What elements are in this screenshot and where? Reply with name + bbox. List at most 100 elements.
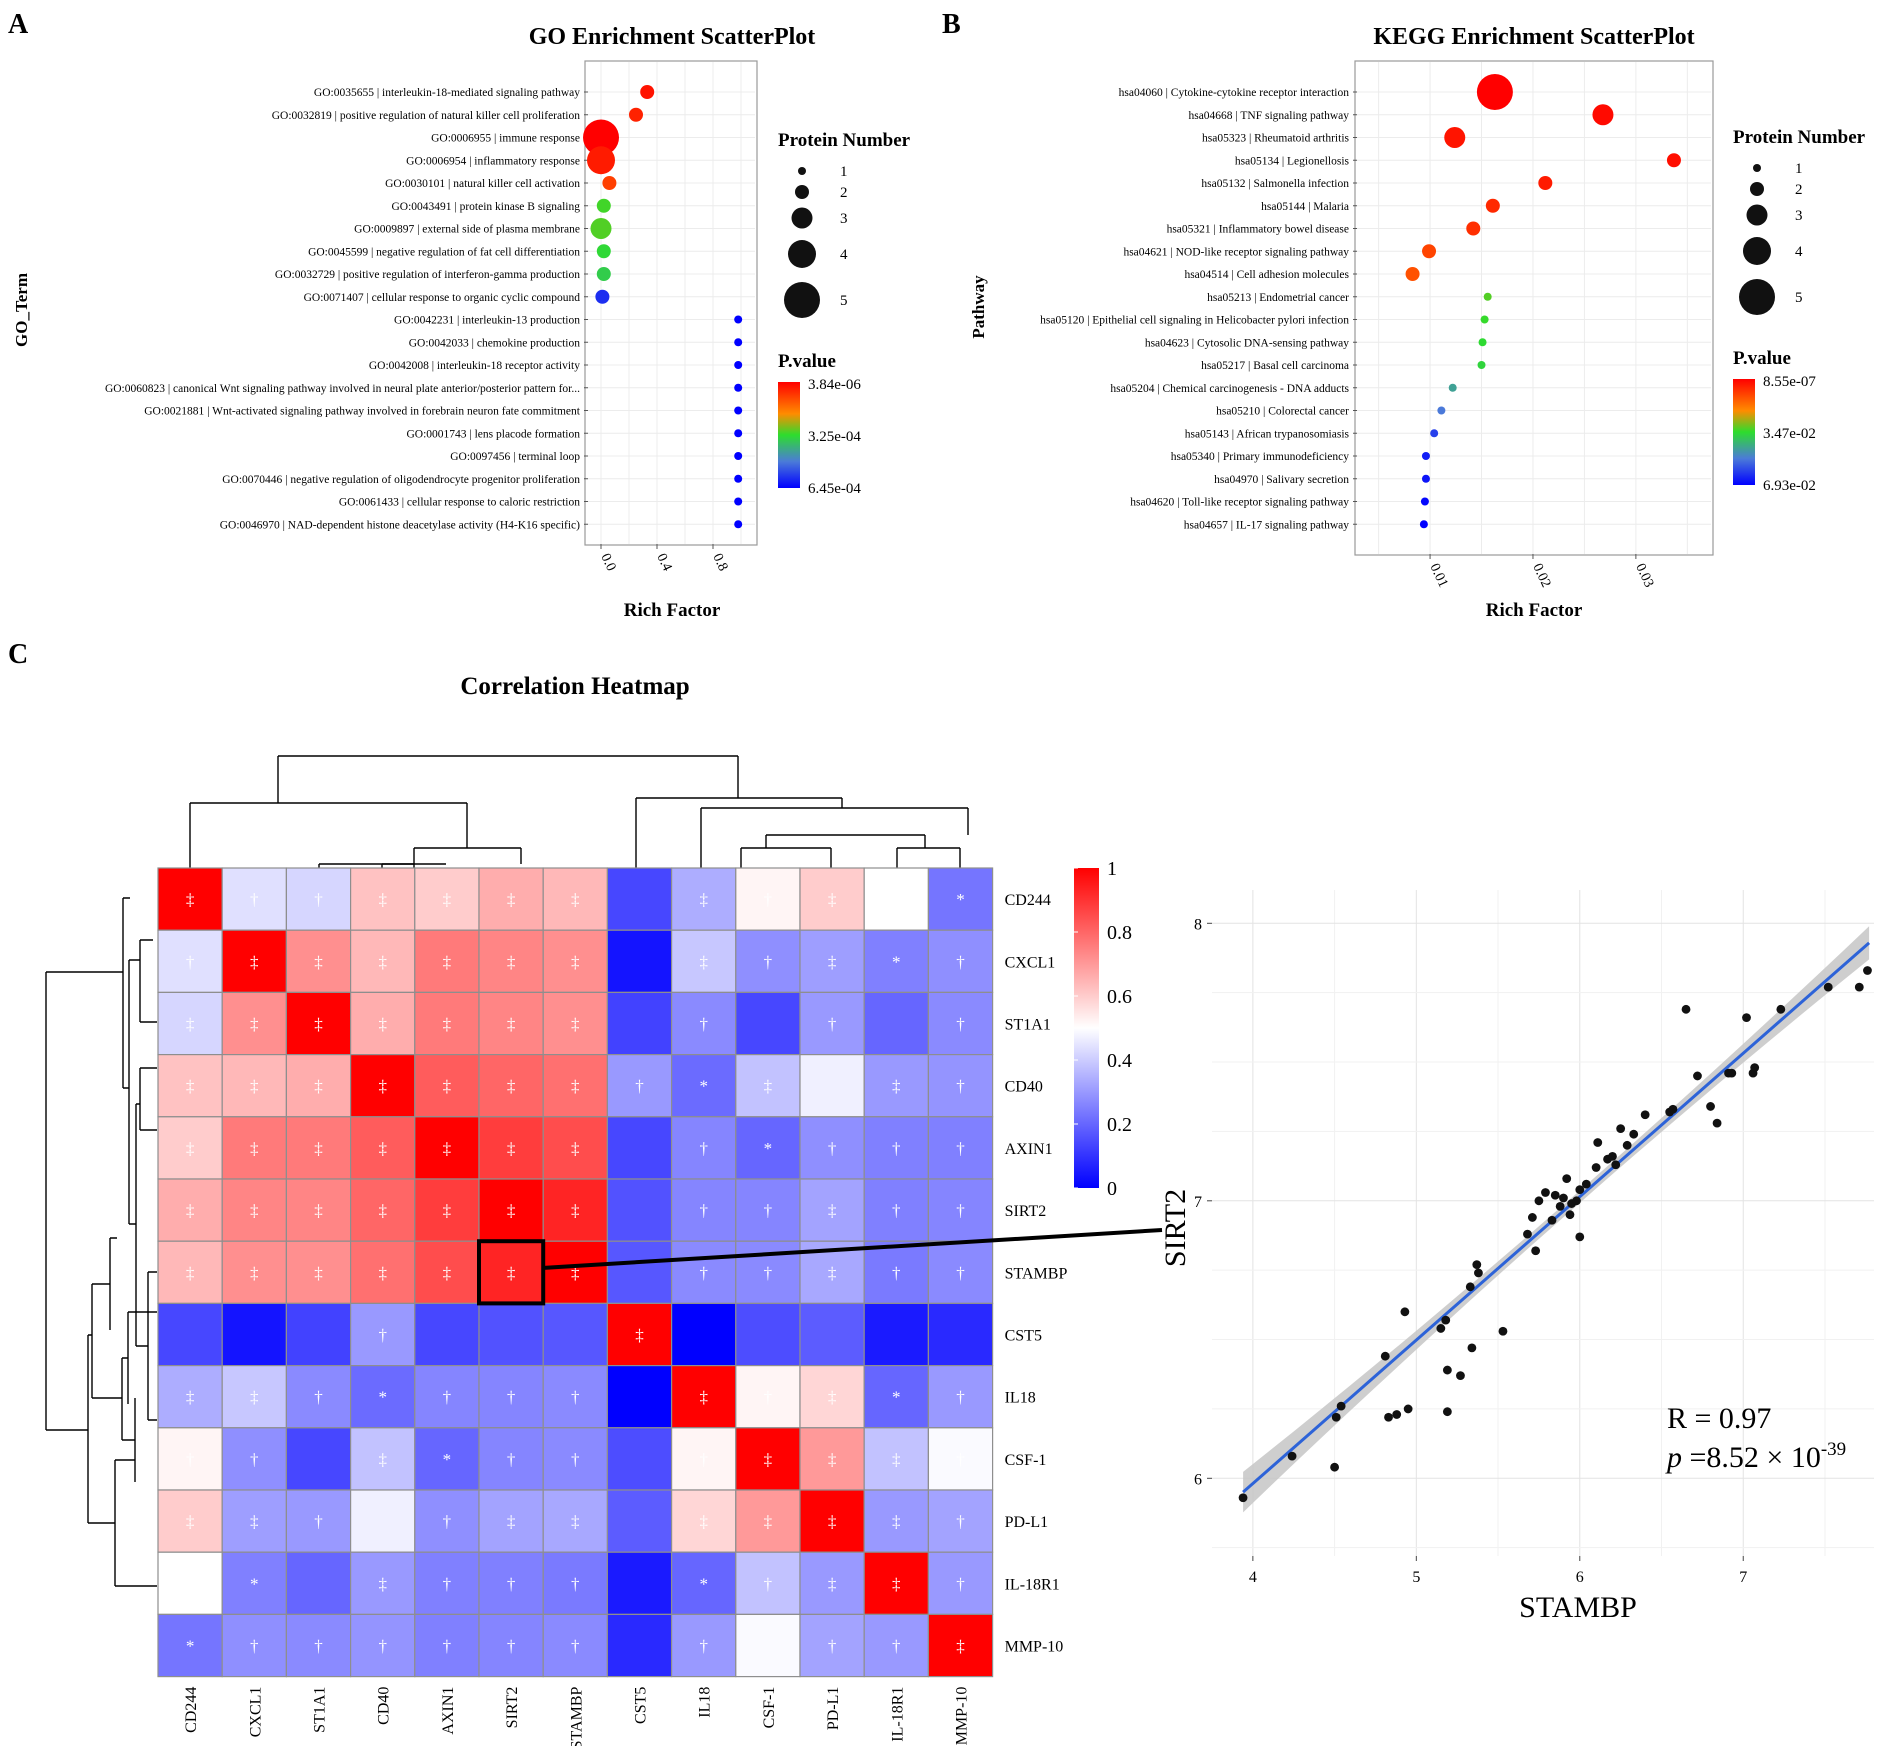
kegg-term-label: hsa05120 | Epithelial cell signaling in … xyxy=(1040,315,1349,327)
heatmap-cell xyxy=(350,1613,416,1678)
heatmap-significance-mark: * xyxy=(186,1637,195,1656)
corr-x-tick-label: 5 xyxy=(1412,1569,1420,1586)
heatmap-significance-mark: † xyxy=(956,1574,965,1593)
heatmap-significance-mark: ‡ xyxy=(443,1015,452,1034)
heatmap-significance-mark: ‡ xyxy=(571,952,580,971)
go-x-tick-label: 0.8 xyxy=(709,551,730,573)
heatmap-cell xyxy=(606,929,673,994)
kegg-point xyxy=(1480,315,1489,324)
corr-point xyxy=(1581,1179,1591,1189)
corr-point xyxy=(1742,1013,1751,1023)
panel-label-a: A xyxy=(8,9,29,40)
heatmap-significance-mark: * xyxy=(250,1574,259,1593)
corr-p-value: =8.52 × 10 xyxy=(1682,1441,1821,1474)
go-color-label-2: 6.45e-04 xyxy=(808,481,861,497)
heatmap-significance-mark: ‡ xyxy=(571,1015,580,1034)
heatmap-cell xyxy=(735,1302,801,1367)
heatmap-significance-mark: ‡ xyxy=(186,1077,195,1096)
heatmap-cell xyxy=(542,1240,609,1304)
corr-point xyxy=(1541,1188,1550,1197)
heatmap-significance-mark: † xyxy=(956,1388,965,1407)
heatmap-significance-mark: * xyxy=(443,1450,452,1469)
go-point xyxy=(596,244,611,259)
heatmap-cell xyxy=(670,1489,737,1553)
heatmap-cell xyxy=(157,1551,223,1615)
heatmap-significance-mark: † xyxy=(186,1450,195,1469)
heatmap-cell xyxy=(542,1364,609,1429)
heatmap-significance-mark: ‡ xyxy=(571,1512,580,1531)
heatmap-significance-mark: † xyxy=(443,1574,452,1593)
heatmap-colorbar-label: 0.8 xyxy=(1107,922,1132,944)
kegg-term-label: hsa05144 | Malaria xyxy=(1261,201,1349,213)
heatmap-significance-mark: † xyxy=(699,1201,708,1220)
corr-point xyxy=(1474,1268,1483,1278)
heatmap-cell xyxy=(606,1427,673,1491)
kegg-term-label: hsa05213 | Endometrial cancer xyxy=(1207,292,1349,304)
go-term-label: GO:0070446 | negative regulation of olig… xyxy=(222,474,580,486)
kegg-point xyxy=(1405,267,1420,281)
corr-x-tick-label: 4 xyxy=(1249,1569,1257,1586)
go-term-label: GO:0032819 | positive regulation of natu… xyxy=(272,110,580,122)
heatmap-cell xyxy=(157,1364,223,1429)
heatmap-significance-mark: † xyxy=(635,1077,644,1096)
heatmap-row-label: CSF-1 xyxy=(1005,1452,1047,1469)
heatmap-significance-mark: † xyxy=(507,1637,516,1656)
corr-point xyxy=(1863,966,1872,975)
kegg-term-label: hsa04514 | Cell adhesion molecules xyxy=(1184,269,1349,281)
go-point xyxy=(595,289,610,304)
corr-point xyxy=(1380,1351,1390,1361)
heatmap-significance-mark: ‡ xyxy=(443,1077,452,1096)
heatmap-cell xyxy=(735,1364,801,1429)
kegg-color-label-2: 6.93e-02 xyxy=(1763,478,1816,494)
corr-point xyxy=(1456,1371,1465,1381)
heatmap-cell xyxy=(799,1302,865,1367)
heatmap-cell xyxy=(478,1240,544,1304)
heatmap-significance-mark: ‡ xyxy=(378,1201,387,1220)
heatmap-cell xyxy=(799,867,865,931)
heatmap-col-label: CD40 xyxy=(376,1687,393,1725)
heatmap-cell xyxy=(670,1364,737,1429)
heatmap-col-label: CD244 xyxy=(183,1687,200,1733)
heatmap-row-label: CD244 xyxy=(1005,892,1051,909)
corr-point xyxy=(1750,1063,1760,1072)
heatmap-significance-mark: † xyxy=(892,1637,901,1656)
heatmap-cell xyxy=(414,1053,480,1118)
kegg-x-tick-label: 0.03 xyxy=(1632,561,1656,590)
heatmap-cell xyxy=(221,1613,287,1678)
heatmap-cell xyxy=(799,1053,865,1118)
kegg-size-legend-dot xyxy=(1753,164,1761,172)
heatmap-cell xyxy=(350,1489,416,1553)
heatmap-cell xyxy=(799,1364,865,1429)
heatmap-significance-mark: ‡ xyxy=(314,1015,323,1034)
kegg-point xyxy=(1592,104,1614,126)
heatmap-significance-mark: † xyxy=(764,1388,773,1407)
corr-r-annotation: R = 0.97 xyxy=(1667,1402,1771,1435)
heatmap-cell xyxy=(670,1240,737,1304)
kegg-term-label: hsa04620 | Toll-like receptor signaling … xyxy=(1130,497,1349,509)
heatmap-significance-mark: ‡ xyxy=(250,1077,259,1096)
kegg-point xyxy=(1430,429,1439,438)
heatmap-cell xyxy=(414,1116,480,1180)
heatmap-significance-mark: ‡ xyxy=(828,952,837,971)
heatmap-cell xyxy=(285,1302,352,1367)
heatmap-cell xyxy=(542,1551,609,1615)
kegg-point xyxy=(1476,74,1513,110)
heatmap-significance-mark: ‡ xyxy=(892,1512,901,1531)
corr-y-tick-label: 6 xyxy=(1194,1471,1202,1488)
heatmap-cell xyxy=(606,1364,673,1429)
go-term-label: GO:0006955 | immune response xyxy=(431,133,580,145)
heatmap-color-bar xyxy=(1074,868,1099,1188)
go-color-legend-title: P.value xyxy=(778,351,836,372)
heatmap-cell xyxy=(221,1489,287,1553)
corr-point xyxy=(1562,1174,1572,1183)
heatmap-significance-mark: ‡ xyxy=(507,1512,516,1531)
heatmap-cell xyxy=(927,929,994,994)
corr-point xyxy=(1611,1160,1621,1170)
kegg-size-legend-dot xyxy=(1743,237,1771,265)
heatmap-cell xyxy=(157,1302,223,1367)
heatmap-significance-mark: † xyxy=(764,952,773,971)
go-term-label: GO:0045599 | negative regulation of fat … xyxy=(308,246,580,258)
go-chart-title: GO Enrichment ScatterPlot xyxy=(529,24,816,50)
heatmap-significance-mark: ‡ xyxy=(250,1512,259,1531)
heatmap-col-label: CSF-1 xyxy=(761,1687,778,1729)
